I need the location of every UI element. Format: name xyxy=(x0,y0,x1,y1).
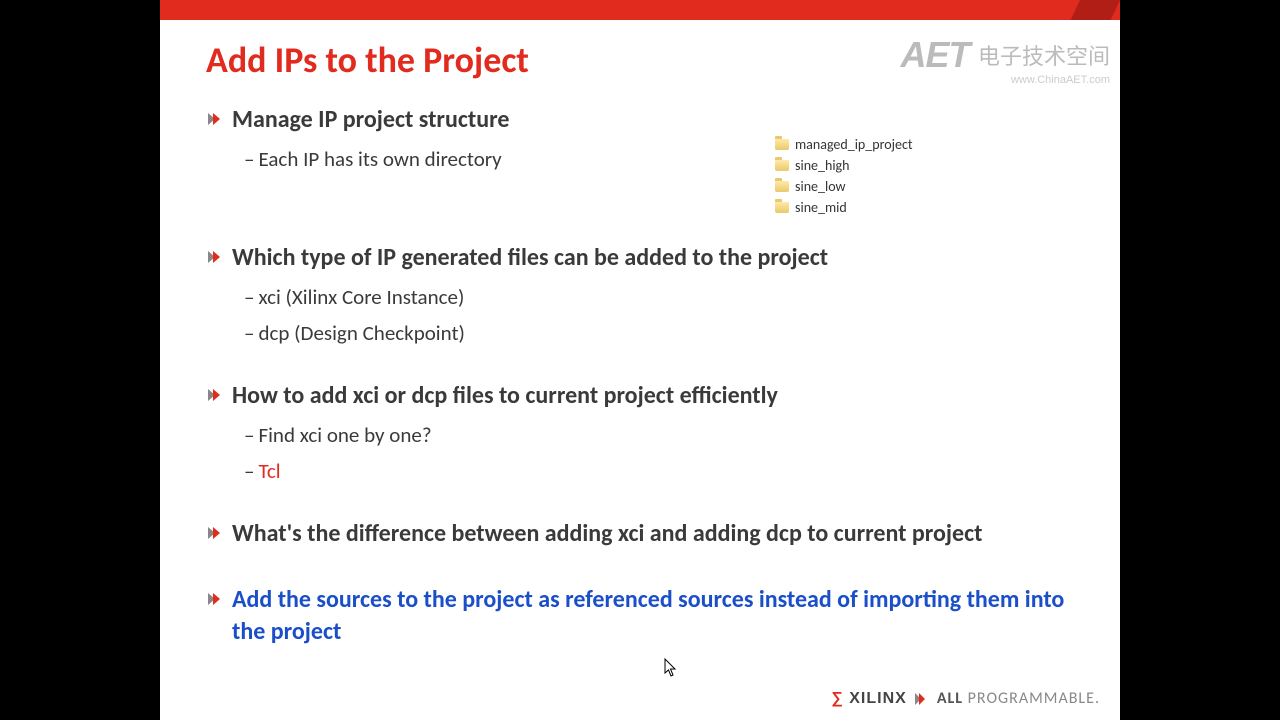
folder-list: managed_ip_project sine_high sine_low si… xyxy=(775,134,913,218)
top-accent-bar xyxy=(160,0,1120,20)
bullet-text: What's the difference between adding xci… xyxy=(232,518,982,550)
footer-tagline: ALL PROGRAMMABLE. xyxy=(937,689,1100,708)
folder-item: sine_mid xyxy=(775,197,913,218)
cursor-icon xyxy=(664,658,678,678)
bullet-text: How to add xci or dcp files to current p… xyxy=(232,380,778,412)
chevron-icon xyxy=(208,249,224,265)
watermark: AET 电子技术空间 www.ChinaAET.com xyxy=(901,34,1110,86)
sub-item-highlight: –Tcl xyxy=(244,454,1090,490)
bullet-item: How to add xci or dcp files to current p… xyxy=(208,380,1090,412)
folder-icon xyxy=(775,181,789,192)
bullet-item: Which type of IP generated files can be … xyxy=(208,242,1090,274)
sub-item: –dcp (Design Checkpoint) xyxy=(244,316,1090,352)
slide: AET 电子技术空间 www.ChinaAET.com Add IPs to t… xyxy=(160,0,1120,720)
bullet-item: What's the difference between adding xci… xyxy=(208,518,1090,550)
chevron-icon xyxy=(208,387,224,403)
folder-icon xyxy=(775,202,789,213)
watermark-logo: AET xyxy=(901,34,970,76)
chevron-icon xyxy=(915,692,929,706)
bullet-item: Manage IP project structure xyxy=(208,104,1090,136)
chevron-icon xyxy=(208,591,224,607)
folder-item: managed_ip_project xyxy=(775,134,913,155)
slide-content: Manage IP project structure –Each IP has… xyxy=(208,104,1090,649)
watermark-cn: 电子技术空间 xyxy=(978,39,1110,71)
folder-item: sine_low xyxy=(775,176,913,197)
chevron-icon xyxy=(208,111,224,127)
bullet-text-emphasis: Add the sources to the project as refere… xyxy=(232,584,1090,649)
chevron-icon xyxy=(208,525,224,541)
folder-item: sine_high xyxy=(775,155,913,176)
xilinx-logo: ∑ XILINX xyxy=(831,690,906,708)
footer: ∑ XILINX ALL PROGRAMMABLE. xyxy=(831,689,1100,708)
sub-item: –xci (Xilinx Core Instance) xyxy=(244,280,1090,316)
bullet-item: Add the sources to the project as refere… xyxy=(208,584,1090,649)
bullet-text: Manage IP project structure xyxy=(232,104,509,136)
folder-icon xyxy=(775,139,789,150)
sub-item: –Find xci one by one? xyxy=(244,418,1090,454)
bullet-text: Which type of IP generated files can be … xyxy=(232,242,828,274)
folder-icon xyxy=(775,160,789,171)
sub-item: –Each IP has its own directory xyxy=(244,142,1090,178)
